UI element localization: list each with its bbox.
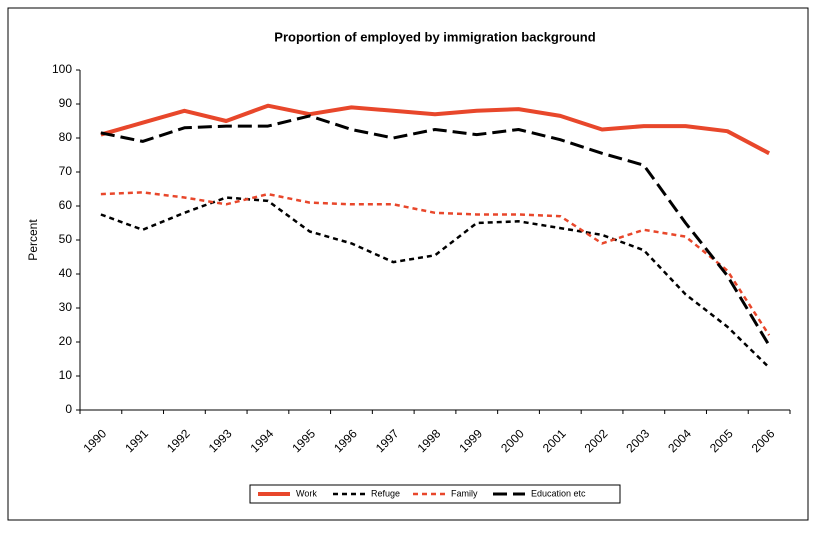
y-tick-label: 20 xyxy=(59,334,73,348)
series-line xyxy=(100,103,771,156)
legend-label: Refuge xyxy=(371,488,400,498)
legend-label: Family xyxy=(451,488,478,498)
y-tick-label: 60 xyxy=(59,198,73,212)
chart-frame xyxy=(7,7,809,521)
y-tick-label: 70 xyxy=(59,164,73,178)
chart-title: Proportion of employed by immigration ba… xyxy=(274,29,595,44)
y-tick-label: 80 xyxy=(59,130,73,144)
y-tick-label: 100 xyxy=(52,62,72,76)
y-tick-label: 40 xyxy=(59,266,73,280)
y-tick-label: 0 xyxy=(65,402,72,416)
series-line xyxy=(100,191,771,336)
y-axis-label: Percent xyxy=(26,219,40,261)
y-tick-label: 10 xyxy=(59,368,73,382)
legend-label: Education etc xyxy=(531,488,586,498)
y-tick-label: 30 xyxy=(59,300,73,314)
y-tick-label: 90 xyxy=(59,96,73,110)
series-line xyxy=(100,114,771,347)
legend-label: Work xyxy=(296,488,317,498)
y-tick-label: 50 xyxy=(59,232,73,246)
